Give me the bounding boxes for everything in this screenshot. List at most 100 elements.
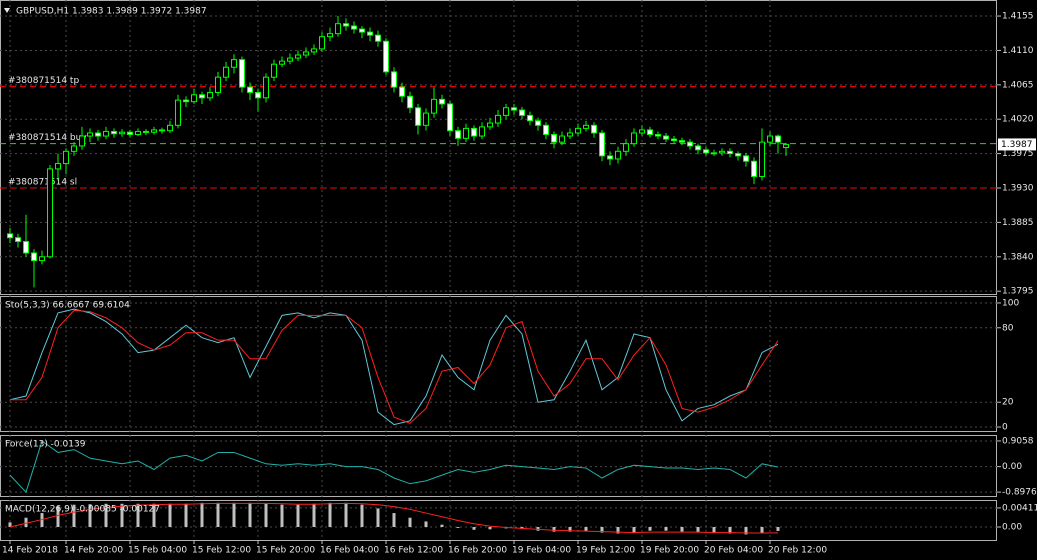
macd-bar [264,503,268,527]
macd-bar [760,527,764,533]
candle-body [311,48,317,53]
price-pane-frame [0,0,997,295]
macd-bar [632,527,636,533]
macd-bar [232,502,236,527]
candle-body [207,91,213,99]
candle-body [615,150,621,160]
candle-body [231,59,237,68]
x-tick-label: 20 Feb 04:00 [704,546,763,556]
candle-body [15,237,21,243]
macd-bar [648,527,652,531]
candle-body [463,127,469,139]
y-tick-label: 20 [1002,398,1014,408]
candle-body [431,98,437,114]
macd-bar [744,527,748,535]
candle-body [279,60,285,65]
macd-bar [168,503,172,527]
x-tick-label: 19 Feb 20:00 [640,546,699,556]
candle-body [439,98,445,105]
macd-bar [712,527,716,533]
candle-body [695,145,701,151]
x-tick-label: 19 Feb 12:00 [576,546,635,556]
macd-bar [568,527,572,532]
pane-title: GBPUSD,H1 1.3983 1.3989 1.3972 1.3987 [16,7,207,17]
macd-bar [600,527,604,533]
candle-body [543,124,549,136]
x-tick-label: 20 Feb 12:00 [768,546,827,556]
macd-bar [216,502,220,527]
y-tick-label: -0.8976 [1002,488,1037,498]
candle-body [263,76,269,99]
macd-bar [72,504,76,527]
macd-bar [552,527,556,532]
x-tick-label: 15 Feb 20:00 [256,546,315,556]
candle-body [623,143,629,152]
macd-bar [488,527,492,530]
candle-body [215,76,221,93]
candle-body [783,143,789,149]
candle-body [55,163,61,170]
macd-bar [360,504,364,527]
macd-bar [104,503,108,527]
candle-body [199,94,205,99]
candle-body [535,120,541,126]
pane-title: MACD(12,26,9) -0.00085 -0.00127 [5,505,160,515]
x-tick-label: 16 Feb 20:00 [448,546,507,556]
macd-bar [424,521,428,527]
y-tick-label: 100 [1002,298,1019,308]
y-tick-label: 1.4065 [1002,80,1034,90]
stochastic-pane-frame [0,296,997,432]
y-tick-label: 1.4020 [1002,115,1034,125]
candle-body [631,132,637,145]
macd-bar [136,503,140,527]
candle-body [455,130,461,139]
candle-body [495,114,501,124]
macd-bar [376,508,380,527]
candle-body [119,131,125,135]
macd-bar [296,504,300,527]
candle-body [399,86,405,97]
candle-body [751,160,757,178]
macd-bar [88,504,92,527]
bid-label: 1.3987 [1001,140,1033,150]
candle-body [95,132,101,137]
macd-bar [456,527,460,528]
y-tick-label: 0.00 [1002,462,1022,472]
candle-body [591,124,597,134]
force-pane-frame [0,435,997,497]
indicator-line [9,440,779,494]
candle-body [327,33,333,38]
x-tick-label: 16 Feb 04:00 [320,546,379,556]
candle-body [167,124,173,132]
order-label: #380871514 buy [8,133,87,143]
candle-body [703,149,709,154]
candle-body [351,25,357,30]
candle-body [415,107,421,126]
candle-body [679,140,685,143]
macd-bar [392,513,396,527]
y-tick-label: 1.3885 [1002,218,1034,228]
pane-title: Sto(5,3,3) 66.6667 69.6104 [5,301,130,311]
candle-body [727,150,733,155]
candle-body [391,71,397,88]
order-label: #380871514 sl [8,178,77,188]
y-tick-label: 1.4110 [1002,46,1034,56]
macd-bar [776,527,780,531]
candle-body [447,103,453,132]
candle-body [31,252,37,262]
candle-body [639,129,645,134]
x-tick-label: 15 Feb 12:00 [192,546,251,556]
candle-body [143,130,149,133]
candle-body [599,132,605,157]
candle-body [647,129,653,136]
candle-body [71,145,77,152]
candle-body [383,40,389,73]
menu-triangle[interactable] [4,8,10,13]
candle-body [767,135,773,143]
candle-body [407,95,413,109]
y-tick-label: 80 [1002,323,1014,333]
y-tick-label: 1.3930 [1002,184,1034,194]
candle-body [247,86,253,93]
